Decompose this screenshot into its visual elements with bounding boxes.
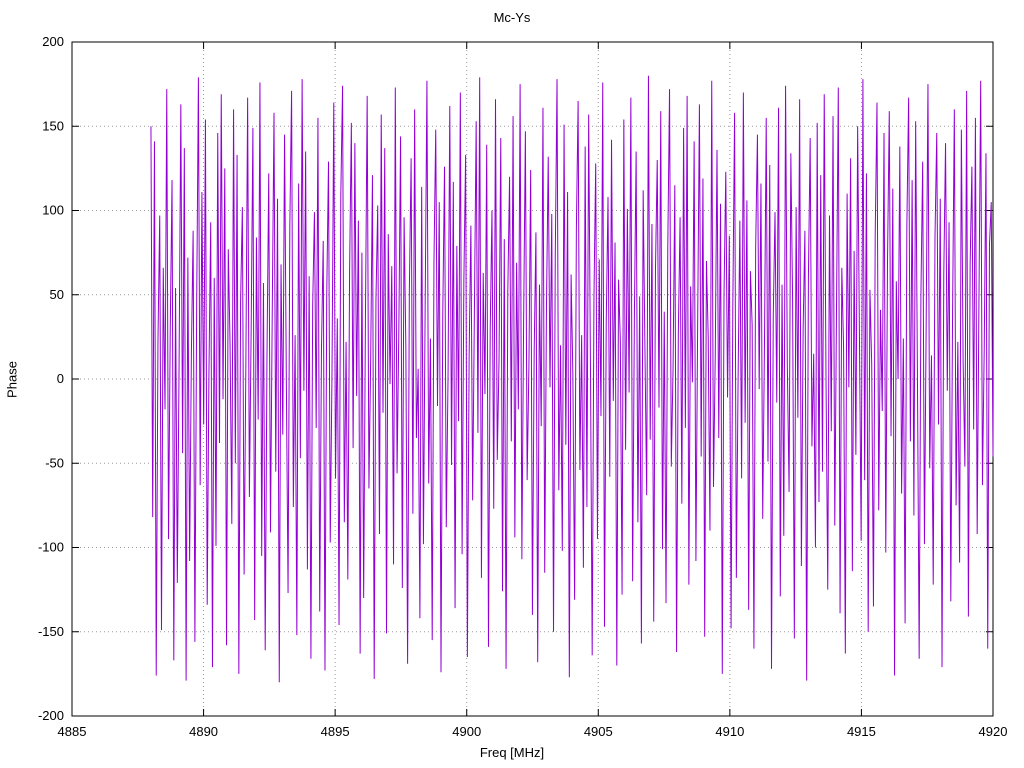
y-tick-label: -200 [38,708,64,723]
x-tick-label: 4890 [189,724,218,739]
y-tick-label: -50 [45,455,64,470]
y-tick-label: 50 [50,287,64,302]
x-tick-label: 4905 [584,724,613,739]
y-tick-label: 200 [42,34,64,49]
y-tick-label: 100 [42,203,64,218]
x-axis-label: Freq [MHz] [479,745,545,760]
x-tick-label: 4900 [452,724,481,739]
x-tick-label: 4895 [321,724,350,739]
chart-title: Mc-Ys [493,10,531,25]
y-tick-label: 0 [57,371,64,386]
x-tick-label: 4885 [58,724,87,739]
y-tick-label: 150 [42,118,64,133]
plot-border [71,41,994,717]
phase-series [150,75,994,683]
y-axis-label: Phase [4,361,20,398]
y-tick-label: -150 [38,624,64,639]
x-tick-label: 4920 [979,724,1008,739]
y-tick-label: -100 [38,540,64,555]
x-tick-label: 4910 [715,724,744,739]
x-tick-label: 4915 [847,724,876,739]
